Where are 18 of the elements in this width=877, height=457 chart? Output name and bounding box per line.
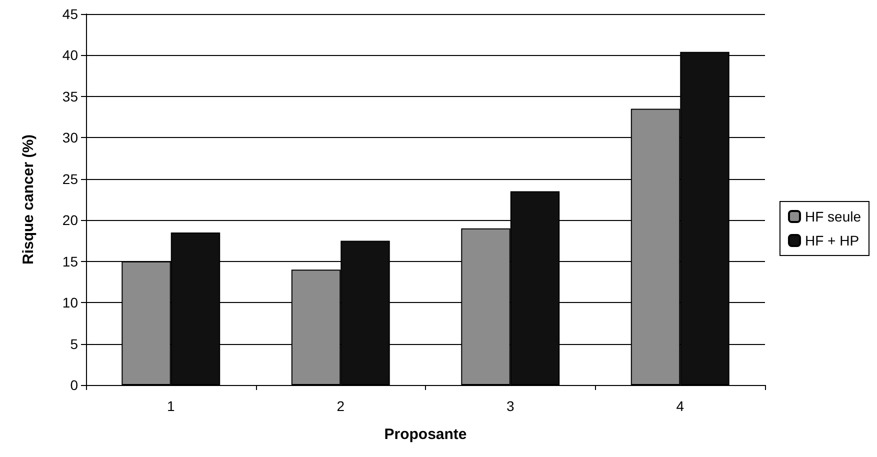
y-tick-label: 30 xyxy=(62,130,78,146)
legend-label: HF + HP xyxy=(804,232,860,248)
y-tick-label: 10 xyxy=(62,294,78,311)
y-tick-label: 20 xyxy=(62,212,78,228)
y-tick-label: 0 xyxy=(70,377,78,393)
y-tick-label: 5 xyxy=(70,336,78,352)
y-tick-label: 25 xyxy=(62,170,78,187)
y-tick-label: 15 xyxy=(62,253,78,270)
legend-label: HF seule xyxy=(804,208,862,224)
x-tick-label: 2 xyxy=(336,398,345,414)
x-axis-title: Proposante xyxy=(384,426,467,443)
y-tick-label: 35 xyxy=(62,88,78,104)
x-tick-label: 1 xyxy=(166,398,175,414)
x-tick-label: 3 xyxy=(506,398,514,414)
y-axis-title: Risque cancer (%) xyxy=(20,134,37,265)
x-tick-label: 4 xyxy=(676,398,684,414)
y-tick-label: 45 xyxy=(62,6,78,22)
y-tick-label: 40 xyxy=(62,47,78,64)
